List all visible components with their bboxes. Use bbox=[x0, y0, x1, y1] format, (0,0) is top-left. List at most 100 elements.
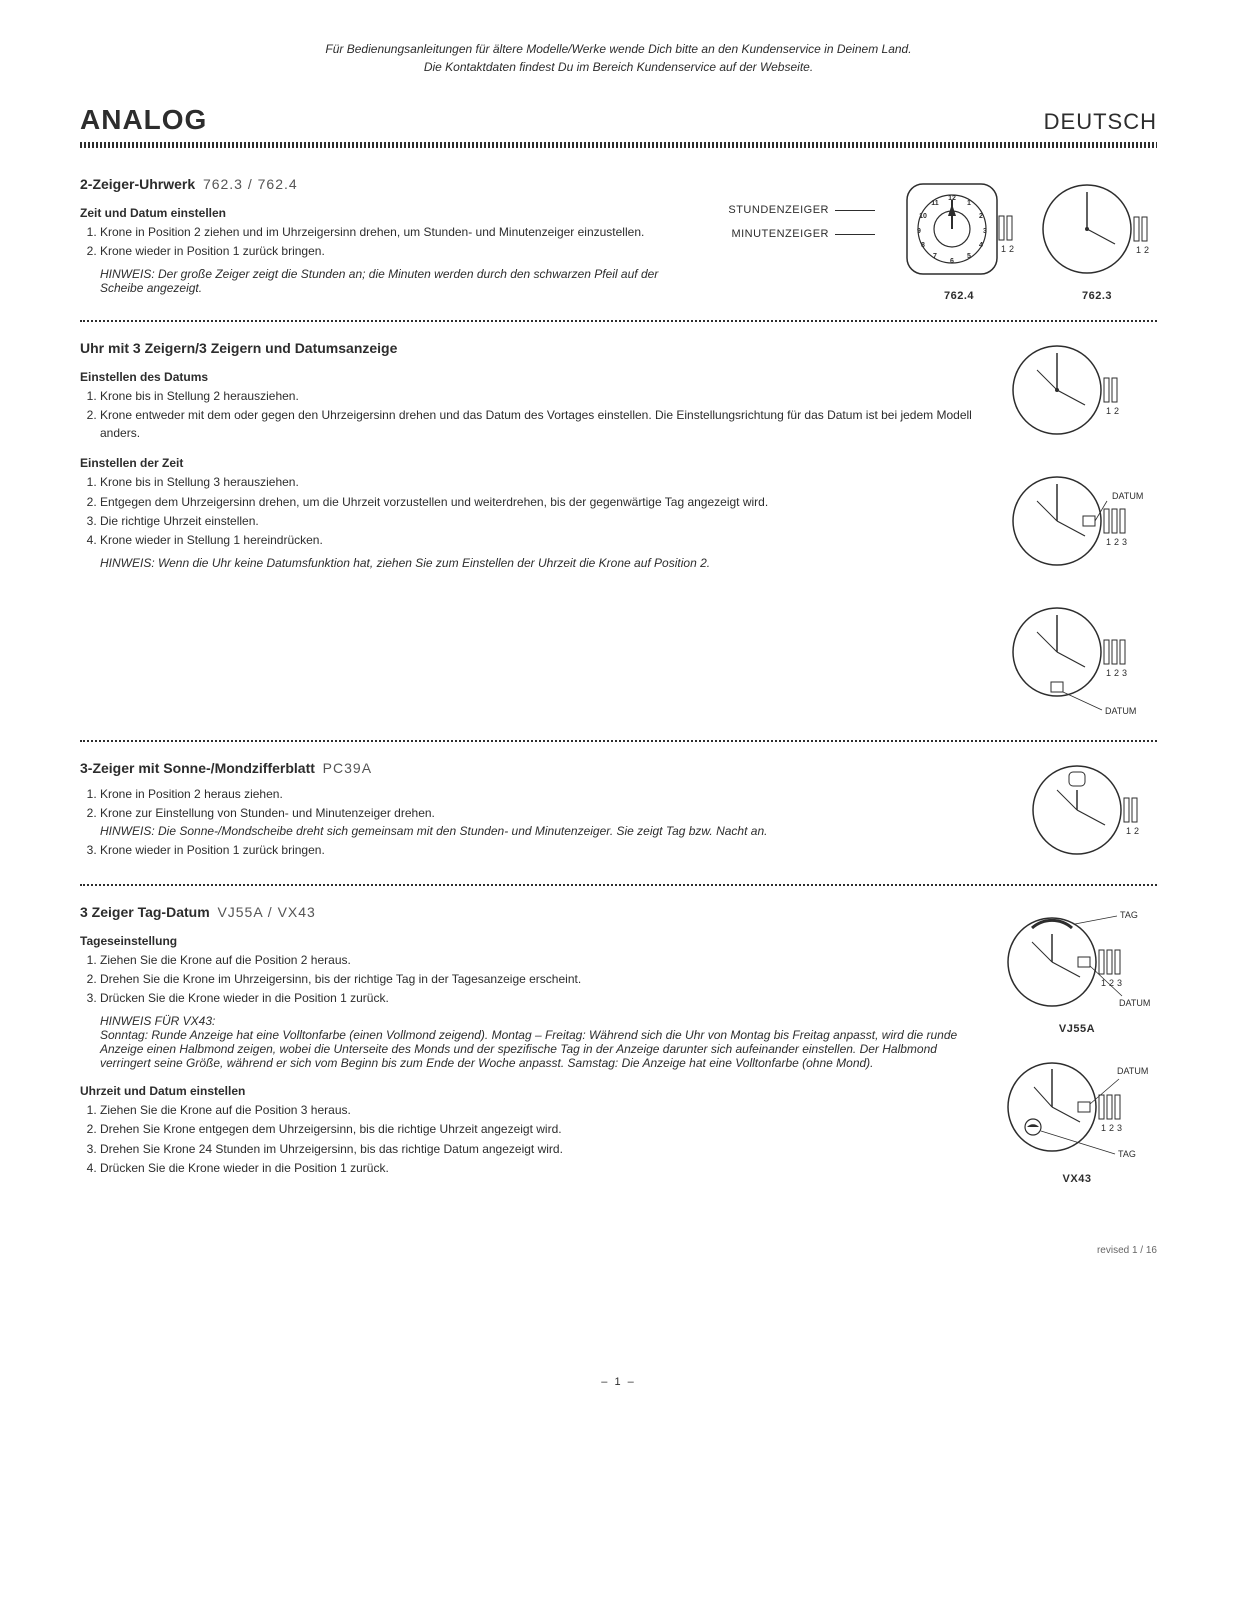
svg-text:3: 3 bbox=[983, 228, 987, 235]
watch-sunmoon: 12 bbox=[1027, 760, 1157, 860]
page-number: – 1 – bbox=[80, 1376, 1157, 1388]
svg-text:9: 9 bbox=[917, 228, 921, 235]
svg-text:1: 1 bbox=[967, 200, 971, 207]
svg-text:1: 1 bbox=[1001, 244, 1006, 254]
caption-7623: 762.3 bbox=[1082, 290, 1112, 302]
watch-vj55a: 123 TAG DATUM VJ55A bbox=[997, 904, 1157, 1035]
sec4-h3a: Tageseinstellung bbox=[80, 934, 967, 948]
section-2hand: 2-Zeiger-Uhrwerk 762.3 / 762.4 Zeit und … bbox=[80, 176, 1157, 302]
list-item: Ziehen Sie die Krone auf die Position 3 … bbox=[100, 1102, 967, 1119]
list-item: Drücken Sie die Krone wieder in die Posi… bbox=[100, 1160, 967, 1177]
svg-text:TAG: TAG bbox=[1118, 1149, 1136, 1159]
sec1-steps: Krone in Position 2 ziehen und im Uhrzei… bbox=[80, 224, 698, 261]
svg-text:DATUM: DATUM bbox=[1105, 706, 1136, 716]
sec4-stepsA: Ziehen Sie die Krone auf die Position 2 … bbox=[80, 952, 967, 1008]
svg-text:1: 1 bbox=[1136, 245, 1141, 255]
top-note: Für Bedienungsanleitungen für ältere Mod… bbox=[80, 40, 1157, 76]
svg-text:2: 2 bbox=[1109, 1123, 1114, 1133]
svg-text:2: 2 bbox=[1144, 245, 1149, 255]
list-item: Krone in Position 2 heraus ziehen. bbox=[100, 786, 997, 803]
watch-vx43-svg: 123 DATUM TAG bbox=[997, 1049, 1157, 1169]
svg-text:3: 3 bbox=[1122, 537, 1127, 547]
sec3-title: 3-Zeiger mit Sonne-/Mondzifferblatt PC39… bbox=[80, 760, 997, 776]
list-item: Krone wieder in Position 1 zurück bringe… bbox=[100, 243, 698, 260]
svg-text:2: 2 bbox=[1114, 668, 1119, 678]
svg-text:2: 2 bbox=[979, 213, 983, 220]
list-item: Drehen Sie Krone 24 Stunden im Uhrzeiger… bbox=[100, 1141, 967, 1158]
svg-text:8: 8 bbox=[921, 242, 925, 249]
sec4-stepsB: Ziehen Sie die Krone auf die Position 3 … bbox=[80, 1102, 967, 1178]
svg-text:2: 2 bbox=[1114, 537, 1119, 547]
svg-text:1: 1 bbox=[1126, 826, 1131, 836]
title-rule bbox=[80, 142, 1157, 148]
svg-text:10: 10 bbox=[919, 213, 927, 220]
top-note-line2: Die Kontaktdaten findest Du im Bereich K… bbox=[424, 60, 813, 74]
svg-text:11: 11 bbox=[931, 200, 939, 207]
svg-text:1: 1 bbox=[1101, 1123, 1106, 1133]
svg-text:4: 4 bbox=[979, 242, 983, 249]
sec1-title: 2-Zeiger-Uhrwerk 762.3 / 762.4 bbox=[80, 176, 698, 192]
svg-text:2: 2 bbox=[1009, 244, 1014, 254]
watch-vx43: 123 DATUM TAG VX43 bbox=[997, 1049, 1157, 1185]
pointer-labels: STUNDENZEIGER MINUTENZEIGER bbox=[728, 204, 875, 240]
sec2-stepsB: Krone bis in Stellung 3 herausziehen. En… bbox=[80, 474, 977, 550]
svg-text:7: 7 bbox=[933, 253, 937, 260]
divider bbox=[80, 884, 1157, 886]
svg-text:DATUM: DATUM bbox=[1119, 998, 1150, 1008]
list-item: Krone bis in Stellung 3 herausziehen. bbox=[100, 474, 977, 491]
caption-7624: 762.4 bbox=[944, 290, 974, 302]
caption-vj55a: VJ55A bbox=[1059, 1023, 1095, 1035]
sec3-steps: Krone in Position 2 heraus ziehen. Krone… bbox=[80, 786, 997, 860]
svg-text:1: 1 bbox=[1106, 668, 1111, 678]
revised-text: revised 1 / 16 bbox=[80, 1245, 1157, 1256]
svg-text:6: 6 bbox=[950, 258, 954, 265]
watch-3h-date-bottom: 123 DATUM bbox=[1007, 602, 1157, 722]
label-hour: STUNDENZEIGER bbox=[728, 204, 875, 216]
list-item: Krone wieder in Stellung 1 hereindrücken… bbox=[100, 532, 977, 549]
sec4-h3b: Uhrzeit und Datum einstellen bbox=[80, 1084, 967, 1098]
watch-3h-plain: 12 bbox=[1007, 340, 1137, 440]
list-item: Krone in Position 2 ziehen und im Uhrzei… bbox=[100, 224, 698, 241]
header-title-left: ANALOG bbox=[80, 104, 207, 136]
sec1-h3: Zeit und Datum einstellen bbox=[80, 206, 698, 220]
watch-7623-svg: 1 2 bbox=[1037, 176, 1157, 286]
list-item: Ziehen Sie die Krone auf die Position 2 … bbox=[100, 952, 967, 969]
section-day-date: 3 Zeiger Tag-Datum VJ55A / VX43 Tagesein… bbox=[80, 904, 1157, 1185]
list-item: Krone wieder in Position 1 zurück bringe… bbox=[100, 842, 997, 859]
section-sun-moon: 3-Zeiger mit Sonne-/Mondzifferblatt PC39… bbox=[80, 760, 1157, 866]
sec2-noteB: HINWEIS: Wenn die Uhr keine Datumsfunkti… bbox=[100, 556, 977, 570]
page-header: ANALOG DEUTSCH bbox=[80, 104, 1157, 136]
list-item: Krone zur Einstellung von Stunden- und M… bbox=[100, 805, 997, 840]
list-item: Krone bis in Stellung 2 herausziehen. bbox=[100, 388, 977, 405]
svg-text:1: 1 bbox=[1106, 406, 1111, 416]
divider bbox=[80, 740, 1157, 742]
svg-text:2: 2 bbox=[1134, 826, 1139, 836]
list-item: Drehen Sie Krone entgegen dem Uhrzeigers… bbox=[100, 1121, 967, 1138]
list-item: Drücken Sie die Krone wieder in die Posi… bbox=[100, 990, 967, 1007]
svg-text:DATUM: DATUM bbox=[1112, 491, 1143, 501]
watch-3h-date-right: 123 DATUM bbox=[1007, 466, 1157, 576]
list-item: Die richtige Uhrzeit einstellen. bbox=[100, 513, 977, 530]
list-item: Krone entweder mit dem oder gegen den Uh… bbox=[100, 407, 977, 442]
top-note-line1: Für Bedienungsanleitungen für ältere Mod… bbox=[325, 42, 911, 56]
list-item: Entgegen dem Uhrzeigersinn drehen, um di… bbox=[100, 494, 977, 511]
svg-text:3: 3 bbox=[1117, 1123, 1122, 1133]
svg-text:TAG: TAG bbox=[1120, 910, 1138, 920]
watch-vj55a-svg: 123 TAG DATUM bbox=[997, 904, 1157, 1019]
watch-7624-svg: 1212 345 678 91011 1 2 bbox=[899, 176, 1019, 286]
sec4-noteA: Sonntag: Runde Anzeige hat eine Volltonf… bbox=[100, 1028, 967, 1070]
divider bbox=[80, 320, 1157, 322]
section-3hand-date: Uhr mit 3 Zeigern/3 Zeigern und Datumsan… bbox=[80, 340, 1157, 722]
sec2-title: Uhr mit 3 Zeigern/3 Zeigern und Datumsan… bbox=[80, 340, 977, 356]
sec2-h3b: Einstellen der Zeit bbox=[80, 456, 977, 470]
sec2-stepsA: Krone bis in Stellung 2 herausziehen. Kr… bbox=[80, 388, 977, 442]
sec2-h3a: Einstellen des Datums bbox=[80, 370, 977, 384]
svg-text:3: 3 bbox=[1117, 978, 1122, 988]
sec4-noteA-label: HINWEIS FÜR VX43: bbox=[100, 1014, 967, 1028]
svg-text:1: 1 bbox=[1101, 978, 1106, 988]
list-item: Drehen Sie die Krone im Uhrzeigersinn, b… bbox=[100, 971, 967, 988]
header-title-right: DEUTSCH bbox=[1044, 109, 1157, 135]
svg-text:3: 3 bbox=[1122, 668, 1127, 678]
caption-vx43: VX43 bbox=[1063, 1173, 1092, 1185]
sec1-note: HINWEIS: Der große Zeiger zeigt die Stun… bbox=[100, 267, 698, 295]
